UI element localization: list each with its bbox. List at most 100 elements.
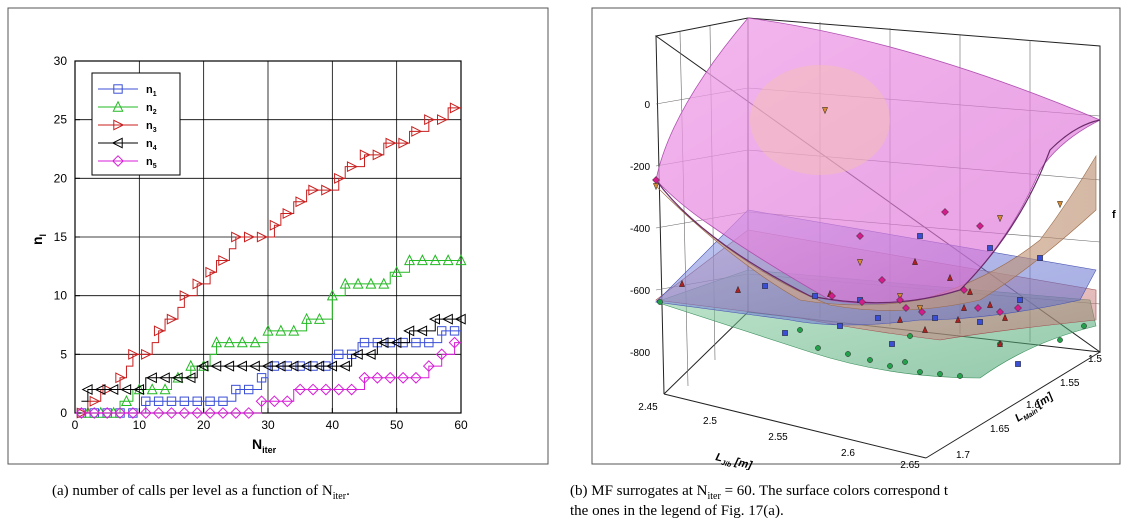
z-tick-label: -400 [630,224,650,235]
data-point [437,114,449,126]
data-point [171,372,183,384]
data-point [313,312,325,324]
data-point [454,313,466,325]
data-point [391,265,403,277]
data-point [429,254,441,266]
data-point [365,277,377,289]
sample-point [1057,201,1063,209]
data-point [424,337,434,348]
main-tick-label: 1.7 [956,450,970,461]
data-point [120,394,132,406]
data-point [75,407,88,419]
sample-point [955,315,961,323]
data-point [416,325,428,337]
series-n3 [76,102,461,419]
data-point [287,360,299,372]
data-point [385,137,397,149]
legend-label: n2 [146,102,157,116]
data-point [141,348,153,360]
data-point [390,337,402,349]
data-point [351,348,363,360]
data-point [332,383,345,396]
series-n5 [75,336,461,419]
data-point [334,349,344,360]
sample-point [918,308,926,316]
data-point [372,149,384,161]
jib-tick-label: 2.45 [638,402,658,413]
sample-point [857,259,863,267]
data-point [191,407,204,419]
data-point [422,360,435,372]
legend-marker [113,84,123,94]
sample-point [828,292,836,300]
surfaces [655,17,1101,379]
data-point [398,137,410,149]
sample-point [974,304,982,312]
data-point [352,277,364,289]
y-tick-label: 0 [60,406,67,420]
series-line [81,318,461,402]
data-point [261,360,273,372]
legend-marker [111,137,123,149]
x-tick-label: 20 [197,418,211,432]
data-point [76,407,88,419]
sample-point [856,232,864,240]
jib-axis-label: LJib [m] [714,451,754,470]
data-point [274,360,286,372]
sample-point [845,351,851,357]
sample-point [960,286,968,294]
sample-point [902,359,908,365]
data-point [300,360,312,372]
sample-point [1014,304,1022,312]
data-point [197,360,209,372]
data-point [141,396,151,406]
data-point [229,407,242,419]
data-point [364,348,376,360]
data-point [235,360,247,372]
data-point [281,395,294,408]
z-tick-label: 0 [644,100,650,111]
data-point [326,289,338,301]
y-tick-label: 15 [54,230,68,244]
sample-point [875,315,881,321]
x-tick-label: 0 [72,418,79,432]
sample-point [889,341,895,347]
sample-point [812,293,818,299]
sample-point [1015,361,1021,367]
data-point [165,407,178,419]
legend-marker [112,100,124,112]
data-point [192,396,202,406]
data-point [449,102,461,114]
sample-point [917,305,923,313]
data-point [437,326,447,336]
data-point [120,384,132,396]
legend-box [91,72,181,176]
data-point [358,371,371,384]
sample-point [997,339,1003,347]
data-point [321,184,333,196]
sample-point [887,363,893,369]
z-axis: 0 -200 -400 -600 -800 [630,100,650,359]
data-point [217,407,229,419]
data-point [359,149,371,161]
data-point [205,396,215,406]
legend-label: n5 [146,156,157,170]
data-point [126,407,139,419]
data-point [403,325,415,337]
data-point [88,407,101,419]
data-point [166,396,177,406]
sample-point [997,215,1003,223]
data-point [282,208,294,220]
data-point [223,336,235,348]
main-tick-label: 1.55 [1060,378,1080,389]
y-tick-label: 25 [54,113,68,127]
y-tick-label: 20 [54,171,68,185]
x-tick-label: 60 [454,418,468,432]
jib-tick-label: 2.5 [703,416,717,427]
data-point [256,231,268,243]
data-point [115,372,127,384]
data-point [133,384,145,396]
figure-frame [7,7,549,465]
data-point [152,407,165,419]
data-point [345,383,358,396]
